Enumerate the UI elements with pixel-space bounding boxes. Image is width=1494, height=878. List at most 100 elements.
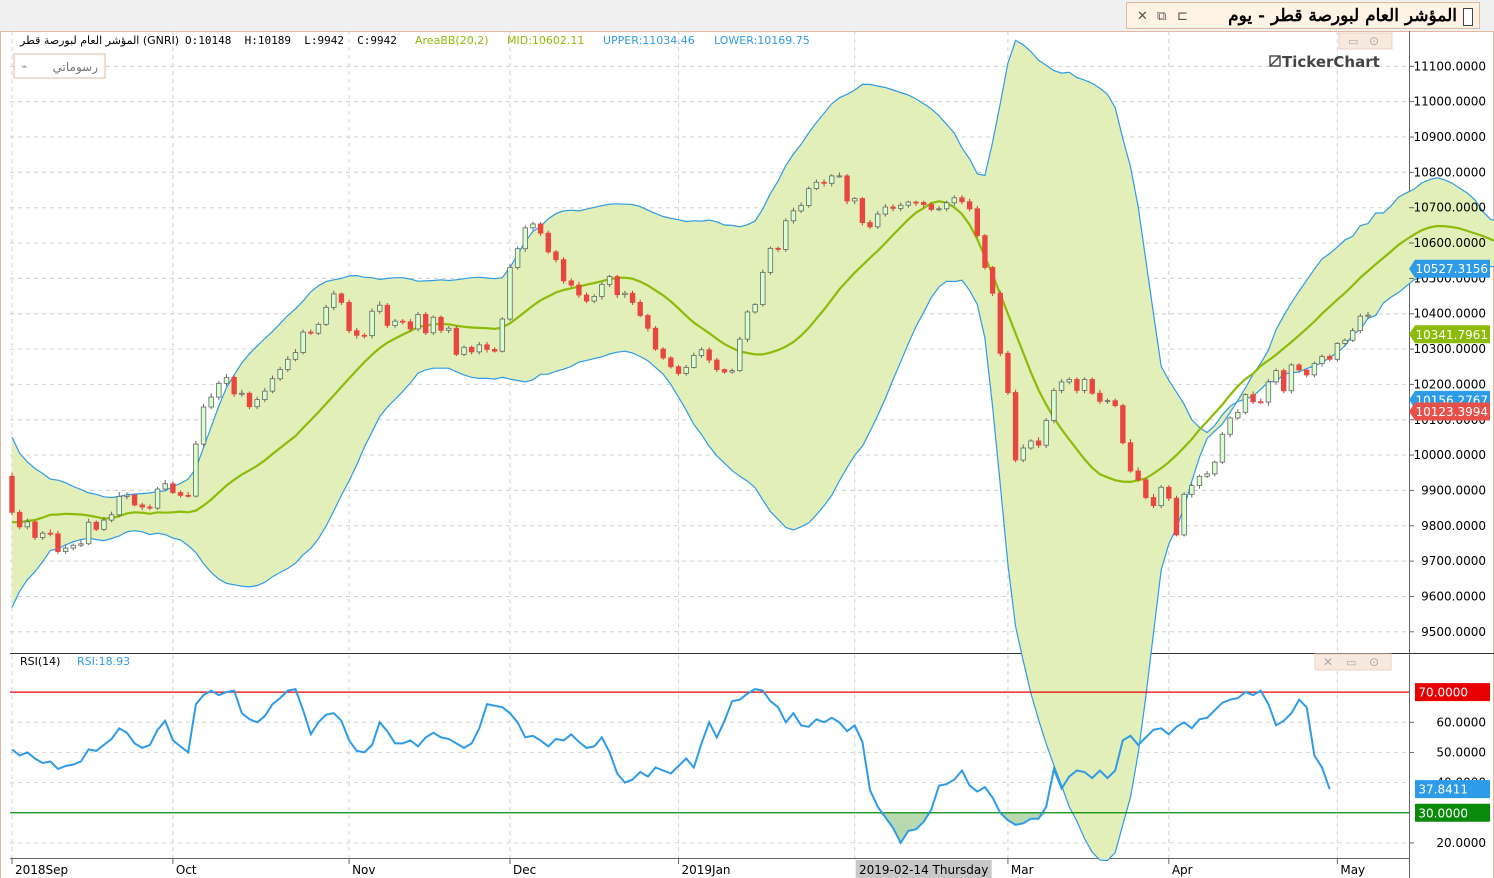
- candle-body: [514, 248, 521, 268]
- close-icon[interactable]: ✕: [1137, 9, 1148, 24]
- candle: [821, 179, 827, 187]
- time-label: May: [1340, 863, 1365, 877]
- candle-body: [553, 251, 559, 261]
- candle: [277, 366, 283, 381]
- candle: [423, 311, 429, 335]
- candle-body: [683, 367, 689, 374]
- candle: [231, 375, 237, 397]
- candle: [131, 493, 138, 507]
- candle: [124, 492, 130, 500]
- candle: [1135, 467, 1141, 482]
- candle-body: [292, 352, 299, 360]
- candle: [1074, 377, 1080, 394]
- candle-body: [377, 304, 383, 312]
- candle-body: [131, 494, 138, 506]
- maximize-icon[interactable]: ▭: [1348, 35, 1358, 48]
- lower-band-line: [11, 177, 1494, 862]
- candle-body: [591, 296, 597, 302]
- restore-icon[interactable]: ⧉: [1157, 9, 1167, 24]
- candle-body: [338, 293, 345, 303]
- candle: [1112, 398, 1118, 408]
- candle: [553, 250, 559, 263]
- rsi-panel-controls[interactable]: ✕ ▭ ⊙: [1314, 653, 1392, 671]
- candle-body: [852, 198, 858, 202]
- candle: [522, 225, 528, 252]
- crosshair-date-bg: [855, 860, 992, 878]
- main-panel-controls[interactable]: ▭ ⊙: [1338, 32, 1393, 50]
- panel-settings-icon[interactable]: ⊙: [1369, 655, 1379, 669]
- close-panel-icon[interactable]: ✕: [1323, 655, 1333, 669]
- candle-body: [1357, 315, 1364, 332]
- candle: [1196, 474, 1203, 489]
- candle: [315, 322, 322, 335]
- candle: [1020, 444, 1026, 463]
- candle: [783, 218, 789, 252]
- candle-body: [744, 311, 751, 340]
- candle-body: [1120, 405, 1126, 444]
- candle: [1120, 403, 1126, 445]
- candle-body: [9, 475, 15, 513]
- badge-shape: [1409, 325, 1490, 344]
- candle-body: [1334, 343, 1341, 360]
- drawings-label: رسوماتي: [53, 60, 99, 75]
- chart-tab[interactable]: ✕ ⧉ ⊏ المؤشر العام لبورصة قطر - يوم: [1126, 2, 1480, 29]
- candle: [729, 368, 735, 374]
- candle-body: [698, 349, 705, 356]
- candle: [361, 333, 368, 339]
- candle-body: [223, 376, 230, 384]
- candle: [752, 303, 758, 314]
- candle-body: [1081, 379, 1088, 391]
- candle: [599, 281, 605, 300]
- badge-label: 10527.3156: [1415, 262, 1488, 276]
- candle: [162, 479, 168, 491]
- candle-body: [269, 378, 276, 392]
- candle-body: [966, 201, 973, 210]
- candle-body: [1127, 442, 1134, 472]
- candle: [775, 246, 781, 252]
- candle-body: [622, 292, 628, 296]
- candle: [139, 502, 145, 510]
- candle: [193, 440, 199, 498]
- candle: [1250, 391, 1256, 404]
- candle: [1235, 409, 1241, 420]
- candle-body: [468, 346, 475, 353]
- candle: [154, 486, 161, 510]
- rsi-badge: 37.8411: [1415, 780, 1490, 799]
- candle: [468, 345, 475, 355]
- badge-shape: [1409, 402, 1490, 421]
- candle: [545, 230, 551, 254]
- maximize-panel-icon[interactable]: ▭: [1346, 656, 1356, 669]
- badge-shape: [1409, 259, 1490, 278]
- candle-body: [193, 443, 199, 497]
- candle-body: [1143, 479, 1149, 498]
- candle-body: [798, 205, 804, 212]
- candle-body: [445, 327, 452, 331]
- candle: [499, 317, 505, 353]
- candle: [1227, 416, 1233, 438]
- candle-body: [1319, 356, 1325, 364]
- candle-body: [867, 222, 873, 228]
- candle: [1150, 493, 1157, 509]
- candle-body: [185, 494, 191, 497]
- settings-icon[interactable]: ⊙: [1369, 34, 1379, 48]
- tab-checkbox[interactable]: [1463, 8, 1473, 26]
- candle: [292, 349, 299, 362]
- rsi-axis: 60.000050.000020.000040.000070.000037.84…: [1409, 683, 1490, 850]
- drawings-button[interactable]: ⌁ رسوماتي: [13, 53, 106, 79]
- candle-body: [1288, 364, 1295, 392]
- candle-body: [32, 521, 38, 538]
- time-axis: 2018Sep Oct Nov Dec 2019Jan Mar Apr May 2019-02-…: [11, 858, 1365, 878]
- candle: [1089, 377, 1095, 396]
- candle: [897, 202, 904, 212]
- candle-body: [675, 366, 682, 374]
- candle-body: [70, 544, 76, 549]
- candle: [966, 198, 973, 212]
- candle: [560, 257, 567, 284]
- candle: [415, 311, 421, 332]
- symbol-label: المؤشر العام لبورصة قطر (GNRI): [19, 34, 179, 47]
- candle: [116, 492, 122, 517]
- candle: [1327, 354, 1333, 362]
- candle: [430, 315, 437, 335]
- pin-icon[interactable]: ⊏: [1177, 9, 1188, 24]
